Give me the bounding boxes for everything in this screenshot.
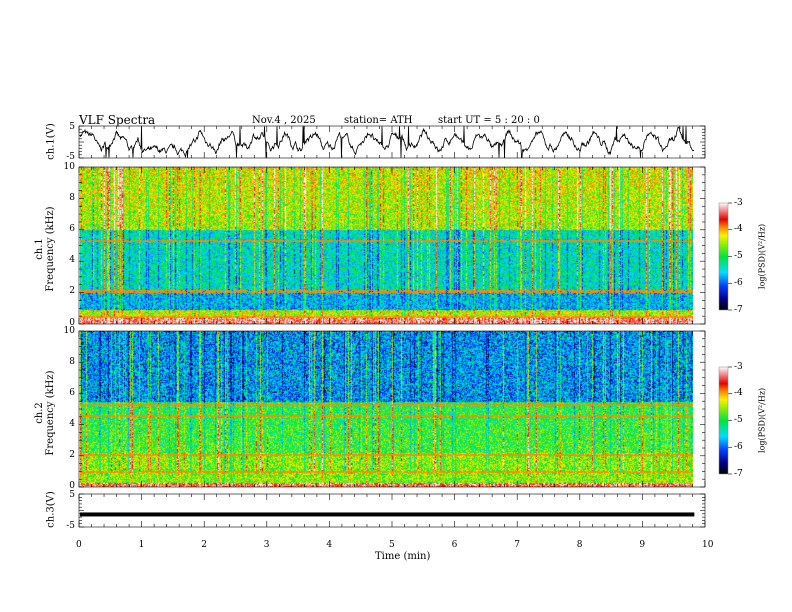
ch2-colorbar-label: log(PSD)(V²/Hz) (757, 387, 767, 453)
ch1-ylabel: ch.1(V) (45, 123, 57, 160)
ch2-spec-label-top: ch.2 (34, 402, 45, 424)
ch1-spectrogram (80, 167, 693, 324)
x-tick-label: 5 (389, 539, 395, 550)
y-tick-label: -5 (66, 151, 75, 162)
y-tick-label: 0 (69, 317, 75, 328)
colorbar-tick-label: -3 (734, 197, 743, 208)
ch3-waveform-line (80, 512, 695, 517)
ch1-freq-label: Frequency (kHz) (45, 206, 56, 292)
y-tick-label: 8 (69, 192, 75, 203)
y-tick-label: 4 (69, 255, 75, 266)
x-tick-label: 9 (639, 539, 646, 550)
date-label: Nov.4 , 2025 (252, 115, 316, 126)
y-tick-label: 4 (69, 418, 75, 429)
y-tick-label: 6 (69, 223, 75, 234)
colorbar-tick-label: -6 (734, 277, 743, 288)
colorbar-tick-label: -6 (734, 441, 743, 452)
ch1-waveform-line (79, 126, 695, 159)
y-tick-label: 8 (69, 356, 75, 367)
colorbar-tick-label: -5 (734, 251, 743, 261)
x-tick-label: 3 (263, 539, 270, 550)
y-tick-label: 6 (69, 387, 75, 398)
ch3-ylabel: ch.3(V) (45, 491, 57, 528)
x-tick-label: 8 (576, 539, 583, 550)
x-axis-label: Time (min) (375, 551, 431, 562)
ch2-spec-ylabel: ch.2 Frequency (kHz) (34, 368, 56, 458)
y-tick-label: 5 (69, 489, 75, 500)
ch1-spec-label-top: ch.1 (34, 238, 45, 260)
x-tick-label: 4 (326, 539, 333, 550)
x-tick-label: 1 (138, 539, 145, 550)
y-tick-label: 10 (63, 325, 75, 336)
figure-title: VLF Spectra (79, 113, 156, 127)
x-tick-label: 10 (702, 539, 714, 550)
start-time-label: start UT = 5 : 20 : 0 (438, 115, 540, 126)
ch1-spec-frame (78, 166, 706, 325)
ch2-colorbar (719, 367, 728, 474)
x-tick-label: 2 (201, 539, 207, 550)
y-tick-label: 2 (69, 449, 75, 460)
y-tick-label: 5 (69, 121, 75, 132)
colorbar-tick-label: -7 (734, 468, 743, 479)
ch2-spectrogram (80, 331, 693, 487)
ch2-spec-frame (78, 330, 706, 488)
ch1-colorbar (719, 203, 728, 310)
x-tick-label: 7 (514, 539, 520, 550)
station-label: station= ATH (344, 115, 413, 126)
colorbar-tick-label: -4 (734, 388, 743, 399)
colorbar-frame (718, 366, 729, 475)
y-tick-label: -5 (66, 520, 75, 531)
colorbar-tick-label: -4 (734, 224, 743, 235)
colorbar-tick-label: -3 (734, 361, 743, 372)
ch1-spec-ylabel: ch.1 Frequency (kHz) (34, 204, 56, 294)
colorbar-frame (718, 202, 729, 311)
ch1-colorbar-label: log(PSD)(V²/Hz) (757, 223, 767, 289)
y-tick-label: 0 (69, 480, 75, 491)
x-tick-label: 0 (76, 539, 82, 550)
colorbar-tick-label: -5 (734, 415, 743, 425)
y-tick-label: 10 (63, 161, 75, 172)
ch2-freq-label: Frequency (kHz) (45, 370, 56, 456)
y-tick-label: 2 (69, 286, 75, 297)
x-tick-label: 6 (451, 539, 458, 550)
colorbar-tick-label: -7 (734, 304, 743, 315)
